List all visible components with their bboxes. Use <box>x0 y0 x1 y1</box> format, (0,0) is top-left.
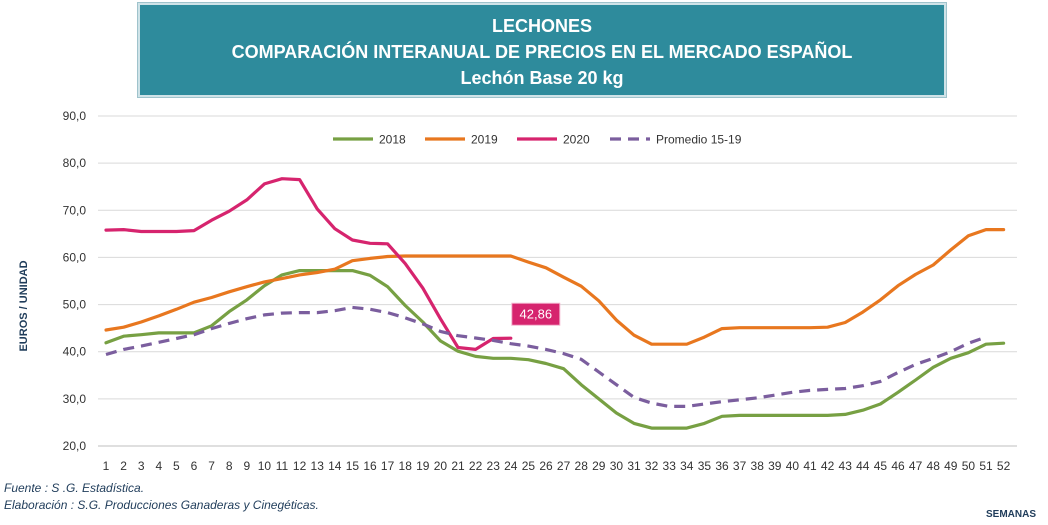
x-tick-label: 34 <box>680 459 694 473</box>
x-tick-label: 49 <box>944 459 958 473</box>
x-tick-label: 45 <box>874 459 888 473</box>
x-tick-label: 6 <box>191 459 198 473</box>
y-tick-label: 50,0 <box>63 298 87 312</box>
legend-label: 2018 <box>379 133 406 147</box>
x-tick-label: 18 <box>399 459 413 473</box>
x-tick-label: 44 <box>856 459 870 473</box>
x-tick-label: 46 <box>891 459 905 473</box>
x-tick-label: 22 <box>469 459 483 473</box>
legend-label: 2019 <box>471 133 498 147</box>
series-line-2019 <box>104 228 1006 346</box>
x-tick-label: 33 <box>663 459 677 473</box>
y-tick-label: 90,0 <box>63 109 87 123</box>
x-tick-label: 5 <box>173 459 180 473</box>
x-tick-label: 47 <box>909 459 923 473</box>
x-tick-label: 10 <box>258 459 272 473</box>
x-tick-label: 31 <box>627 459 641 473</box>
x-tick-label: 4 <box>155 459 162 473</box>
x-tick-label: 17 <box>381 459 395 473</box>
x-tick-label: 50 <box>962 459 976 473</box>
x-tick-label: 27 <box>557 459 571 473</box>
x-tick-label: 26 <box>539 459 553 473</box>
chart-title-line3: Lechón Base 20 kg <box>460 68 624 88</box>
x-tick-label: 9 <box>243 459 250 473</box>
x-tick-label: 30 <box>610 459 624 473</box>
x-tick-label: 43 <box>839 459 853 473</box>
x-tick-label: 38 <box>751 459 765 473</box>
y-axis: 20,0 30,0 40,0 50,0 60,0 70,0 80,0 90,0 <box>63 109 87 453</box>
chart-title-line1: LECHONES <box>491 16 592 36</box>
x-tick-label: 12 <box>293 459 307 473</box>
x-tick-label: 2 <box>120 459 127 473</box>
x-tick-label: 16 <box>363 459 377 473</box>
series-line-promedio-15-19 <box>105 305 987 408</box>
x-tick-label: 8 <box>226 459 233 473</box>
x-tick-label: 35 <box>698 459 712 473</box>
y-tick-label: 70,0 <box>63 203 87 217</box>
x-tick-label: 39 <box>768 459 782 473</box>
x-tick-label: 1 <box>103 459 110 473</box>
x-tick-label: 29 <box>592 459 606 473</box>
elaboration-note: Elaboración : S.G. Producciones Ganadera… <box>4 498 319 512</box>
chart-title-box: LECHONES COMPARACIÓN INTERANUAL DE PRECI… <box>138 3 946 97</box>
x-axis-label: SEMANAS <box>985 509 1036 520</box>
y-tick-label: 20,0 <box>63 439 87 453</box>
grid-lines <box>98 115 1017 447</box>
x-tick-label: 52 <box>997 459 1011 473</box>
x-tick-label: 15 <box>346 459 360 473</box>
chart-title-line2: COMPARACIÓN INTERANUAL DE PRECIOS EN EL … <box>231 42 853 62</box>
x-tick-label: 25 <box>522 459 536 473</box>
annotations: 42,86 <box>511 302 561 326</box>
x-tick-label: 36 <box>715 459 729 473</box>
x-tick-label: 28 <box>575 459 589 473</box>
x-tick-label: 48 <box>927 459 941 473</box>
legend-label: 2020 <box>563 133 590 147</box>
legend-label: Promedio 15-19 <box>656 133 742 147</box>
y-tick-label: 40,0 <box>63 345 87 359</box>
y-tick-label: 60,0 <box>63 250 87 264</box>
x-tick-label: 40 <box>786 459 800 473</box>
x-tick-label: 23 <box>487 459 501 473</box>
x-axis: 1 2 3 4 5 6 7 8 9 10 11 12 13 14 15 16 17 18 19 20 21 22 23 24 2… <box>103 459 1011 473</box>
x-tick-label: 7 <box>208 459 215 473</box>
x-tick-label: 51 <box>979 459 993 473</box>
data-label: 42,86 <box>520 307 553 322</box>
series-line-2020 <box>104 177 513 351</box>
y-tick-label: 30,0 <box>63 392 87 406</box>
x-tick-label: 13 <box>311 459 325 473</box>
y-tick-label: 80,0 <box>63 156 87 170</box>
x-tick-label: 32 <box>645 459 659 473</box>
x-tick-label: 20 <box>434 459 448 473</box>
series-group <box>104 177 1006 430</box>
y-axis-label: EUROS / UNIDAD <box>18 260 30 351</box>
x-tick-label: 24 <box>504 459 518 473</box>
x-tick-label: 19 <box>416 459 430 473</box>
series-line-2018 <box>104 269 1006 430</box>
x-tick-label: 11 <box>276 459 289 473</box>
x-tick-label: 14 <box>328 459 342 473</box>
x-tick-label: 37 <box>733 459 747 473</box>
source-note: Fuente : S .G. Estadística. <box>4 481 145 495</box>
x-tick-label: 42 <box>821 459 835 473</box>
legend: 2018 2019 2020 Promedio 15-19 <box>333 133 742 147</box>
x-tick-label: 3 <box>138 459 145 473</box>
x-tick-label: 21 <box>451 459 465 473</box>
x-tick-label: 41 <box>803 459 817 473</box>
data-label-box <box>511 302 561 326</box>
